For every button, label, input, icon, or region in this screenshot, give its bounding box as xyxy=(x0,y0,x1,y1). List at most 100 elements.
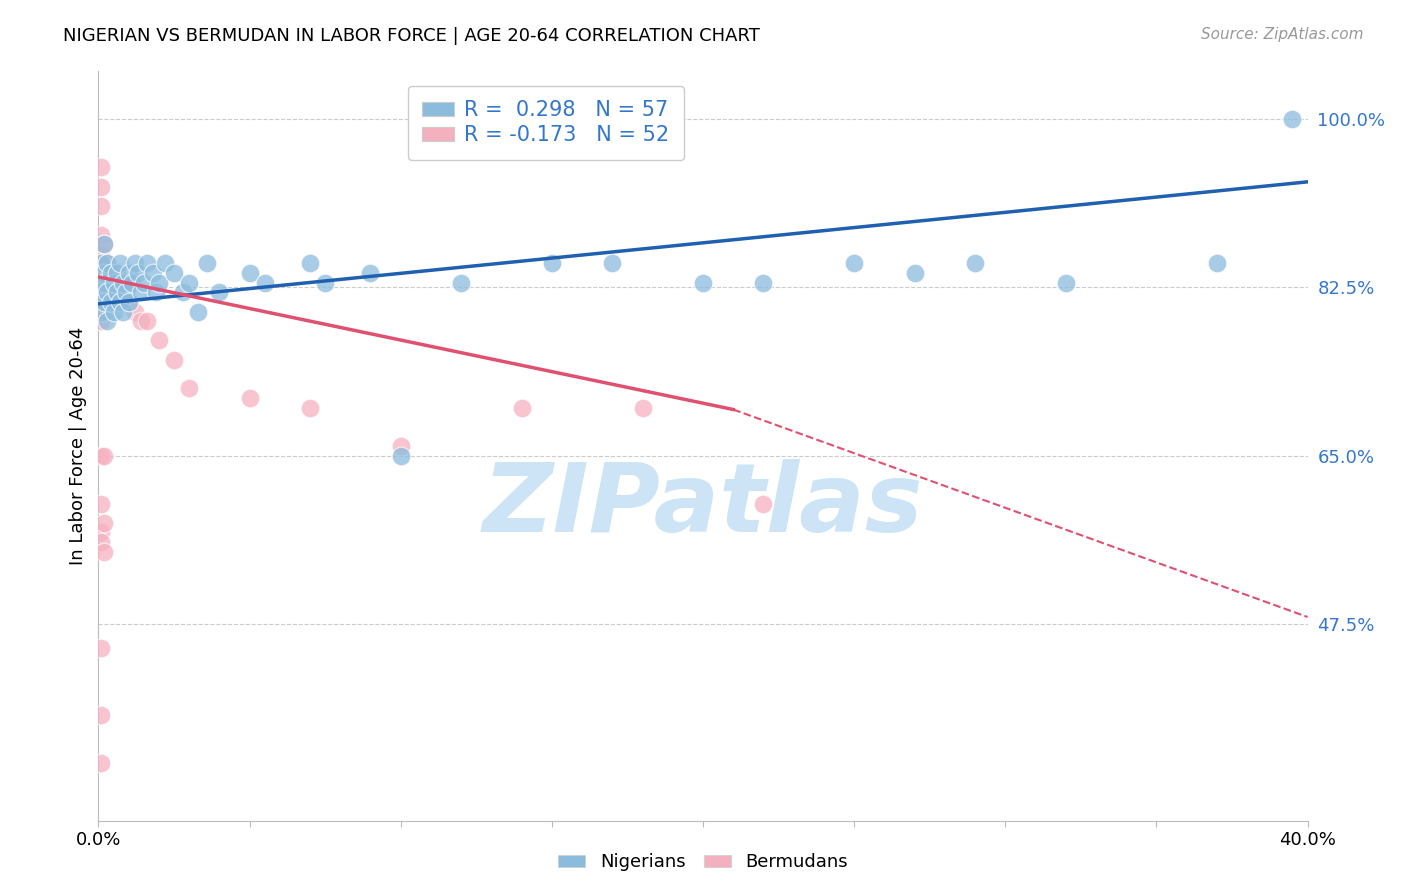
Point xyxy=(208,285,231,300)
Point xyxy=(90,294,112,309)
Point xyxy=(692,276,714,290)
Point xyxy=(540,256,562,270)
Point xyxy=(90,179,112,194)
Point xyxy=(135,256,157,270)
Point xyxy=(90,304,112,318)
Point xyxy=(105,266,128,280)
Point xyxy=(103,276,125,290)
Point xyxy=(118,266,141,280)
Point xyxy=(172,285,194,300)
Point xyxy=(96,276,118,290)
Point xyxy=(93,276,115,290)
Point xyxy=(93,516,115,530)
Point xyxy=(111,304,134,318)
Point xyxy=(96,256,118,270)
Point xyxy=(105,285,128,300)
Point xyxy=(450,276,472,290)
Point xyxy=(510,401,533,415)
Point xyxy=(90,708,112,723)
Point xyxy=(93,294,115,309)
Point xyxy=(108,294,131,309)
Point xyxy=(389,449,412,463)
Point xyxy=(105,285,128,300)
Point xyxy=(163,352,186,367)
Point xyxy=(103,276,125,290)
Point xyxy=(93,544,115,558)
Point xyxy=(121,276,143,290)
Point xyxy=(1281,112,1303,127)
Point xyxy=(93,237,115,252)
Point xyxy=(93,285,115,300)
Point xyxy=(96,256,118,270)
Point xyxy=(153,256,176,270)
Point xyxy=(90,266,112,280)
Point xyxy=(187,304,209,318)
Point xyxy=(90,276,112,290)
Point xyxy=(127,266,149,280)
Point xyxy=(90,535,112,549)
Point xyxy=(360,266,382,280)
Point xyxy=(90,756,112,770)
Point xyxy=(90,314,112,328)
Point xyxy=(1206,256,1229,270)
Text: NIGERIAN VS BERMUDAN IN LABOR FORCE | AGE 20-64 CORRELATION CHART: NIGERIAN VS BERMUDAN IN LABOR FORCE | AG… xyxy=(63,27,761,45)
Point xyxy=(100,266,122,280)
Point xyxy=(96,294,118,309)
Point xyxy=(253,276,276,290)
Point xyxy=(114,285,136,300)
Point xyxy=(100,294,122,309)
Point xyxy=(100,266,122,280)
Point xyxy=(299,256,322,270)
Point xyxy=(103,294,125,309)
Point xyxy=(124,304,146,318)
Point xyxy=(965,256,987,270)
Point xyxy=(752,276,775,290)
Point xyxy=(389,439,412,453)
Point xyxy=(90,247,112,261)
Point xyxy=(93,266,115,280)
Legend: Nigerians, Bermudans: Nigerians, Bermudans xyxy=(551,847,855,879)
Point xyxy=(90,285,112,300)
Point xyxy=(239,391,262,405)
Point xyxy=(163,266,186,280)
Point xyxy=(90,227,112,242)
Point xyxy=(90,256,112,270)
Point xyxy=(602,256,624,270)
Point xyxy=(90,199,112,213)
Point xyxy=(90,497,112,511)
Point xyxy=(1054,276,1077,290)
Point xyxy=(118,294,141,309)
Point xyxy=(90,285,112,300)
Point xyxy=(90,276,112,290)
Legend: R =  0.298   N = 57, R = -0.173   N = 52: R = 0.298 N = 57, R = -0.173 N = 52 xyxy=(408,86,683,160)
Point xyxy=(114,285,136,300)
Point xyxy=(148,334,170,348)
Point xyxy=(108,276,131,290)
Point xyxy=(142,266,165,280)
Point xyxy=(90,640,112,655)
Point xyxy=(299,401,322,415)
Point xyxy=(93,449,115,463)
Point xyxy=(135,314,157,328)
Point xyxy=(129,314,152,328)
Point xyxy=(96,285,118,300)
Point xyxy=(179,381,201,395)
Point xyxy=(124,256,146,270)
Point xyxy=(103,304,125,318)
Point xyxy=(90,525,112,540)
Point xyxy=(132,276,155,290)
Point xyxy=(239,266,262,280)
Point xyxy=(179,276,201,290)
Point xyxy=(145,285,167,300)
Point xyxy=(844,256,866,270)
Point xyxy=(129,285,152,300)
Point xyxy=(105,266,128,280)
Point xyxy=(90,161,112,175)
Point xyxy=(93,266,115,280)
Text: Source: ZipAtlas.com: Source: ZipAtlas.com xyxy=(1201,27,1364,42)
Point xyxy=(100,285,122,300)
Point xyxy=(631,401,654,415)
Y-axis label: In Labor Force | Age 20-64: In Labor Force | Age 20-64 xyxy=(69,326,87,566)
Point xyxy=(93,237,115,252)
Point xyxy=(148,276,170,290)
